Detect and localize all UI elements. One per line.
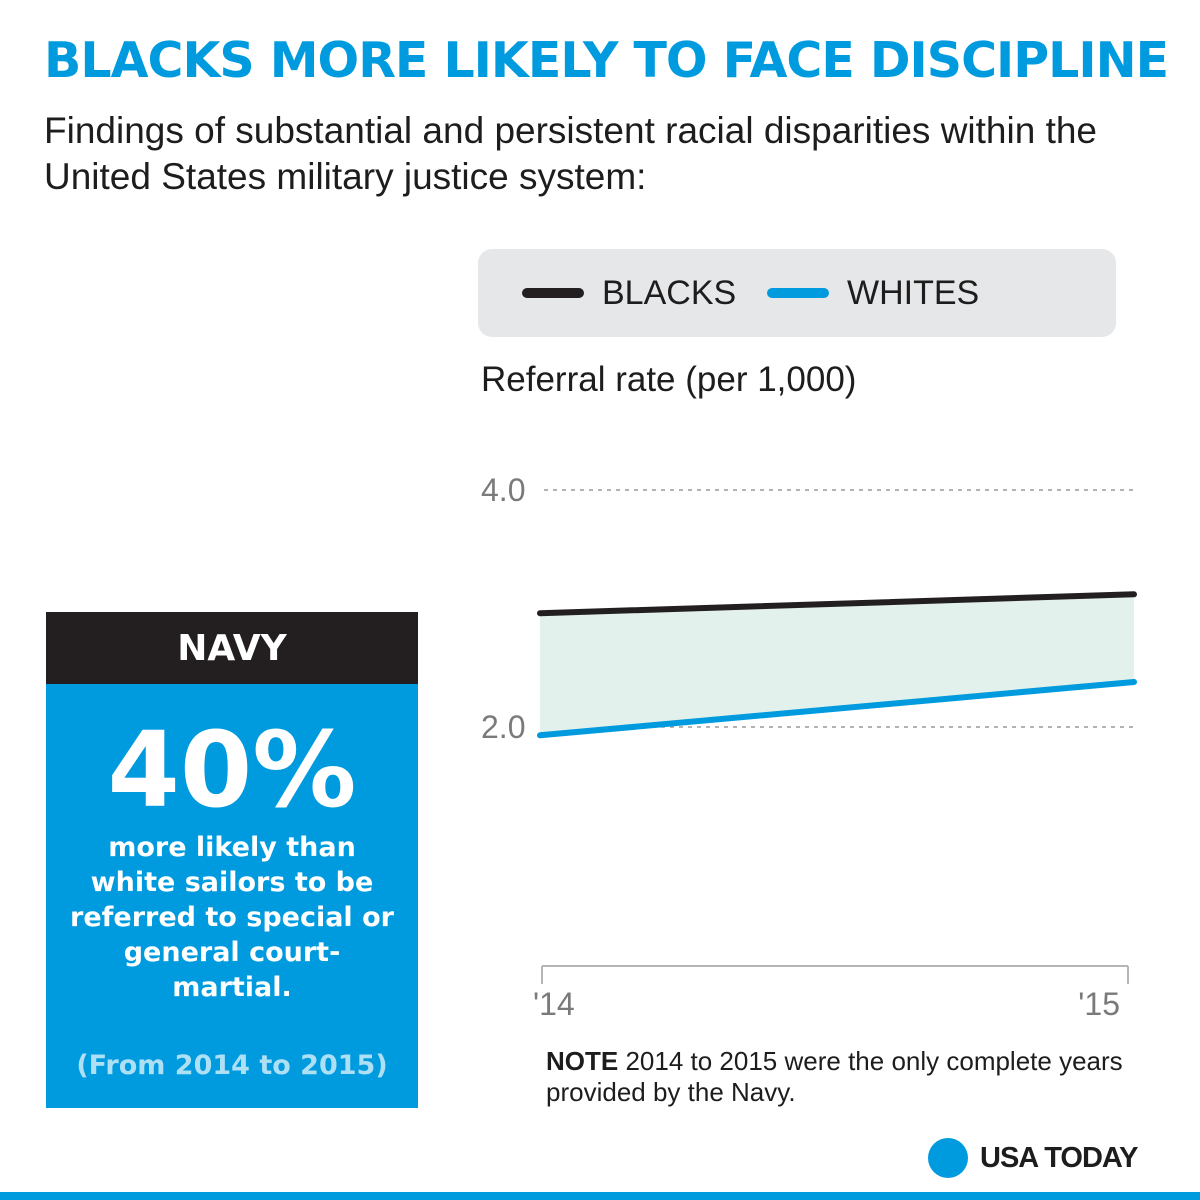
legend-item-whites: WHITES: [767, 249, 979, 337]
y-tick-label-1: 4.0: [481, 472, 525, 508]
logo-dot-icon: [928, 1138, 968, 1178]
chart-y-axis-title: Referral rate (per 1,000): [481, 360, 857, 399]
panel-title: NAVY: [46, 612, 418, 684]
chart-note: NOTE 2014 to 2015 were the only complete…: [546, 1046, 1126, 1108]
logo-text: USA TODAY: [980, 1141, 1139, 1174]
chart-legend: BLACKS WHITES: [478, 249, 1116, 337]
legend-swatch-blacks: [522, 288, 584, 298]
bottom-rule: [0, 1192, 1200, 1200]
stat-panel: 40% more likely than white sailors to be…: [46, 684, 418, 1108]
series-line-blacks: [537, 591, 1137, 617]
panel-description: more likely than white sailors to be ref…: [70, 832, 394, 1003]
legend-item-blacks: BLACKS: [522, 249, 736, 337]
note-text: 2014 to 2015 were the only complete year…: [546, 1046, 1123, 1107]
note-lead: NOTE: [546, 1046, 619, 1076]
legend-label-blacks: BLACKS: [602, 273, 737, 312]
headline: BLACKS MORE LIKELY TO FACE DISCIPLINE: [44, 32, 1169, 89]
subhead: Findings of substantial and persistent r…: [44, 110, 1098, 197]
gap-area: [540, 594, 1134, 736]
legend-swatch-whites: [767, 288, 829, 298]
series-line-whites: [537, 678, 1137, 739]
usa-today-logo: USA TODAY: [928, 1138, 1139, 1178]
panel-stat: 40%: [107, 709, 357, 831]
legend-label-whites: WHITES: [847, 273, 980, 312]
x-tick-label-1: '15: [1078, 986, 1120, 1022]
y-tick-label-0: 2.0: [481, 709, 525, 745]
panel-years: (From 2014 to 2015): [76, 1050, 388, 1081]
x-tick-label-0: '14: [533, 986, 575, 1022]
